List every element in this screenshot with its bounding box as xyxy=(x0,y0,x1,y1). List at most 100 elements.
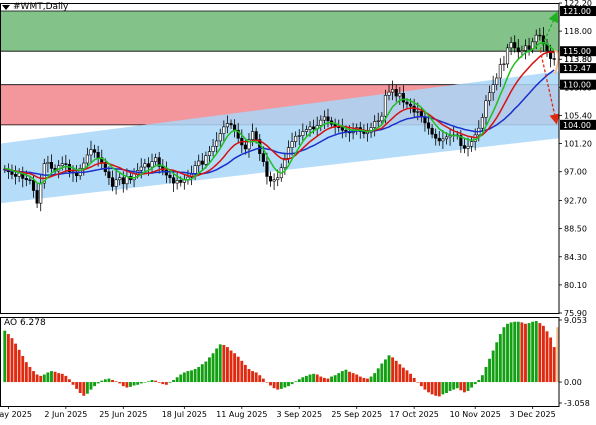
ao-bar xyxy=(82,382,86,396)
candle-body xyxy=(498,64,502,79)
candle-body xyxy=(283,158,287,169)
y-tick-label: 122.20 xyxy=(564,0,592,8)
candle-body xyxy=(538,34,542,37)
ao-bar xyxy=(254,372,258,383)
candle-body xyxy=(362,131,366,134)
ao-bar xyxy=(470,382,474,388)
candle-body xyxy=(17,172,21,177)
ao-bar xyxy=(114,381,118,383)
ao-bar xyxy=(53,371,57,383)
ao-y-tick-label: 0.00 xyxy=(564,378,582,387)
ao-bar xyxy=(516,321,520,383)
ao-bar xyxy=(301,377,305,383)
candle-body xyxy=(394,89,398,97)
indicator-label: AO 6.278 xyxy=(4,318,46,328)
ao-bar xyxy=(423,382,427,390)
ao-bar xyxy=(484,366,488,383)
ao-bar xyxy=(265,382,269,383)
chevron-down-icon[interactable] xyxy=(2,4,10,10)
ao-bar xyxy=(143,382,147,383)
ao-bar xyxy=(85,382,89,394)
ao-bar xyxy=(502,327,506,383)
ao-bar xyxy=(229,350,233,383)
price-mark-box xyxy=(560,119,596,130)
mid-ma-line xyxy=(4,51,555,180)
candle-body xyxy=(251,131,255,140)
ao-bar xyxy=(121,382,125,387)
fast-ma-line xyxy=(4,41,555,185)
candle-body xyxy=(276,177,280,181)
ao-bar xyxy=(520,322,524,383)
price-mark-label: 112.47 xyxy=(563,64,591,73)
ao-bar xyxy=(376,368,380,383)
ao-bar xyxy=(225,347,229,383)
ao-bar xyxy=(297,379,301,383)
price-axis: 122.20118.00113.80109.60105.40101.2097.0… xyxy=(559,0,596,318)
awesome-oscillator-panel xyxy=(3,321,559,397)
candle-body xyxy=(67,164,71,173)
candle-body xyxy=(211,145,215,152)
ao-bar xyxy=(391,357,395,383)
candle-body xyxy=(326,116,330,122)
ao-bar xyxy=(344,369,348,383)
candle-body xyxy=(430,127,434,135)
candle-body xyxy=(179,180,183,183)
candle-body xyxy=(373,121,377,128)
symbol-header[interactable]: #WMT,Daily xyxy=(2,1,68,13)
candle-body xyxy=(441,138,445,142)
price-frame xyxy=(0,3,560,314)
candle-body xyxy=(39,182,43,204)
candle-body xyxy=(42,163,46,184)
candle-body xyxy=(146,163,150,168)
ao-bar xyxy=(164,382,168,385)
ao-bar xyxy=(401,367,405,383)
candle-body xyxy=(491,84,495,94)
oscillator-axis: 9.053 0.00 -3.058 xyxy=(559,316,590,408)
x-tick-label: 11 Aug 2025 xyxy=(216,410,267,419)
candle-body xyxy=(513,42,517,49)
ao-bar xyxy=(459,382,463,391)
ao-bar xyxy=(534,321,538,383)
price-mark-label: 113.80 xyxy=(564,55,592,64)
ao-bar xyxy=(545,331,549,383)
candle-body xyxy=(308,126,312,130)
price-mark-box xyxy=(560,6,596,17)
ao-bar xyxy=(409,373,413,383)
ao-bar xyxy=(215,348,219,383)
ao-bar xyxy=(71,382,75,385)
candle-body xyxy=(466,145,470,149)
ao-bar xyxy=(326,378,330,383)
candle-body xyxy=(150,161,154,168)
candle-body xyxy=(383,95,387,117)
ao-bar xyxy=(283,382,287,388)
ao-bar xyxy=(6,334,10,383)
ao-bar xyxy=(32,371,35,383)
price-mark-box xyxy=(560,46,596,57)
candle-body xyxy=(480,117,484,129)
candle-body xyxy=(46,162,50,164)
ao-bar xyxy=(208,357,211,383)
ao-bar xyxy=(236,356,240,383)
ao-bar xyxy=(75,382,79,389)
ao-bar xyxy=(319,376,323,383)
candle-body xyxy=(154,157,158,162)
y-tick-label: 88.50 xyxy=(564,225,587,234)
candle-body xyxy=(380,115,384,122)
price-mark-label: 121.00 xyxy=(563,7,591,16)
candle-body xyxy=(398,93,402,97)
ao-bar xyxy=(179,374,183,383)
candle-body xyxy=(412,105,416,113)
ao-bar xyxy=(394,360,398,383)
ao-bar xyxy=(96,382,100,384)
zone-upper xyxy=(0,11,559,52)
ao-bar xyxy=(337,373,341,383)
candle-body xyxy=(197,160,201,166)
candle-body xyxy=(534,34,538,43)
ao-bar xyxy=(322,377,326,383)
candle-body xyxy=(35,190,39,204)
x-tick-label: 10 Nov 2025 xyxy=(450,410,501,419)
ao-bar xyxy=(3,330,7,383)
price-mark-box xyxy=(560,63,596,74)
candle-body xyxy=(157,157,161,167)
